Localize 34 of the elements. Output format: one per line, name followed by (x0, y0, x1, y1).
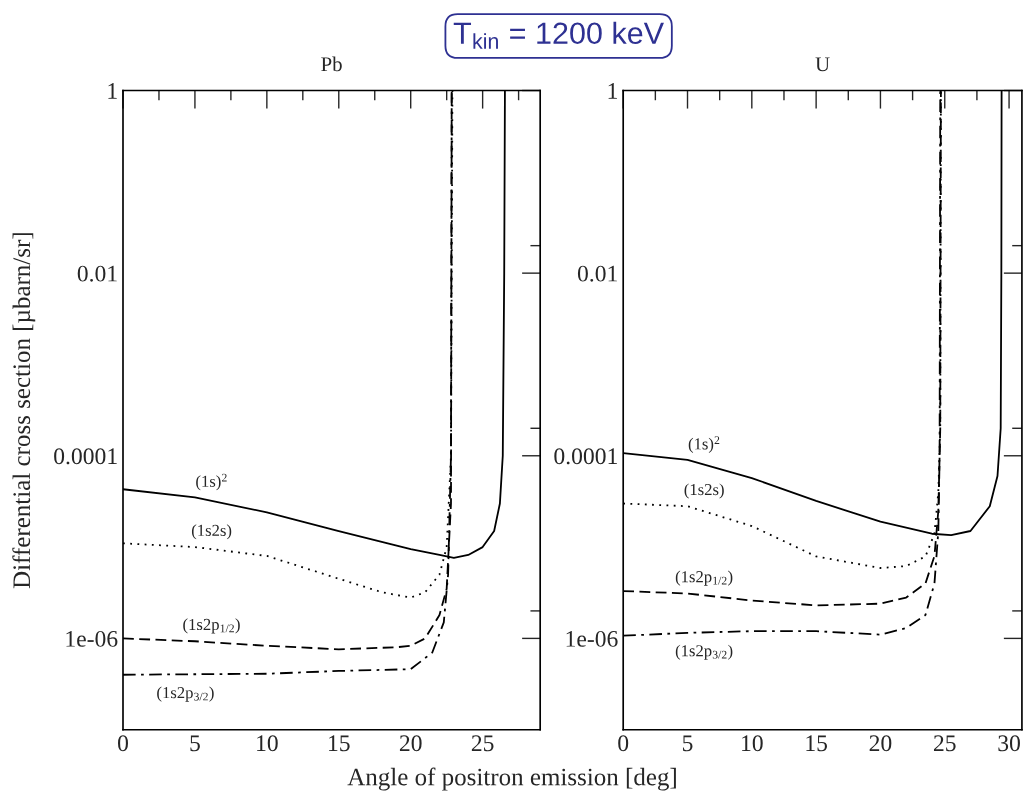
y-tick-label: 1 (108, 83, 117, 99)
series-label: (1s2s) (684, 483, 724, 499)
series-label: (1s2p$_{3/2}$) (157, 686, 214, 702)
x-tick-label: 20 (869, 735, 892, 752)
series-label: (1s)$^{2}$ (196, 473, 227, 491)
x-tick-label: 5 (190, 735, 200, 752)
y-axis-title: Differential cross section [µbarn/sr] (12, 233, 36, 589)
x-tick-label: 30 (998, 735, 1020, 752)
x-tick-label: 15 (329, 735, 350, 752)
y-tick-label: 0.01 (577, 265, 617, 282)
chart-title: U (815, 57, 830, 72)
text: T$_{kin}$ = 1200 keV (453, 21, 664, 49)
x-tick-label: 25 (933, 735, 956, 752)
x-tick-label: 0 (118, 735, 128, 752)
y-tick-label: 0.0001 (554, 448, 617, 465)
x-tick-label: 20 (399, 735, 422, 752)
series-label: (1s2p$_{1/2}$) (675, 570, 733, 586)
x-tick-label: 15 (806, 735, 828, 752)
y-tick-label: 1 (608, 83, 617, 99)
x-axis-title: Angle of positron emission [deg] (347, 767, 676, 791)
chart-title: Pb (321, 56, 342, 72)
x-tick-label: 10 (257, 735, 278, 752)
y-tick-label: 1e-06 (566, 630, 618, 647)
x-tick-label: 10 (742, 735, 763, 752)
series-label: (1s2p$_{3/2}$) (675, 644, 733, 660)
x-tick-label: 0 (618, 735, 629, 752)
series-label: (1s)$^{2}$ (688, 436, 720, 453)
series-label: (1s2s) (191, 524, 232, 540)
series-label: (1s2p$_{1/2}$) (183, 618, 240, 634)
x-tick-label: 25 (471, 735, 494, 752)
y-tick-label: 1e-06 (66, 630, 118, 647)
y-tick-label: 0.0001 (54, 448, 117, 465)
x-tick-label: 5 (682, 735, 693, 752)
y-tick-label: 0.01 (77, 265, 117, 282)
